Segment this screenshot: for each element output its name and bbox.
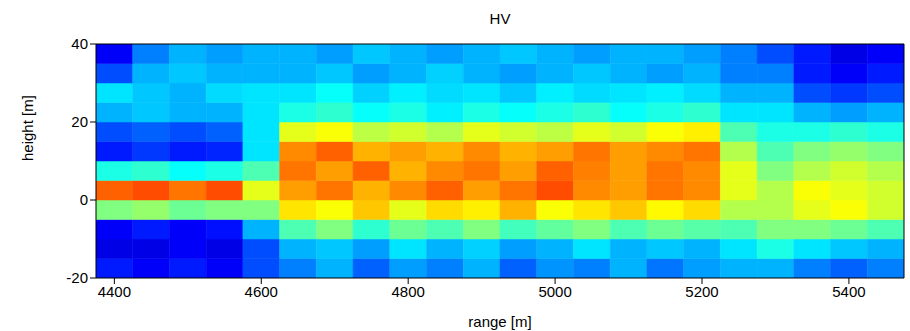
svg-text:0: 0 bbox=[80, 191, 88, 208]
svg-text:4800: 4800 bbox=[391, 283, 424, 300]
svg-text:5000: 5000 bbox=[538, 283, 571, 300]
svg-text:range [m]: range [m] bbox=[468, 313, 531, 330]
svg-text:5400: 5400 bbox=[832, 283, 865, 300]
svg-text:4400: 4400 bbox=[98, 283, 131, 300]
svg-text:height [m]: height [m] bbox=[19, 95, 36, 161]
svg-text:40: 40 bbox=[71, 35, 88, 52]
html-text:HV: HV bbox=[489, 10, 511, 27]
svg-text:-20: -20 bbox=[66, 269, 88, 286]
svg-text:20: 20 bbox=[71, 113, 88, 130]
svg-text:5200: 5200 bbox=[685, 283, 718, 300]
svg-text:4600: 4600 bbox=[245, 283, 278, 300]
